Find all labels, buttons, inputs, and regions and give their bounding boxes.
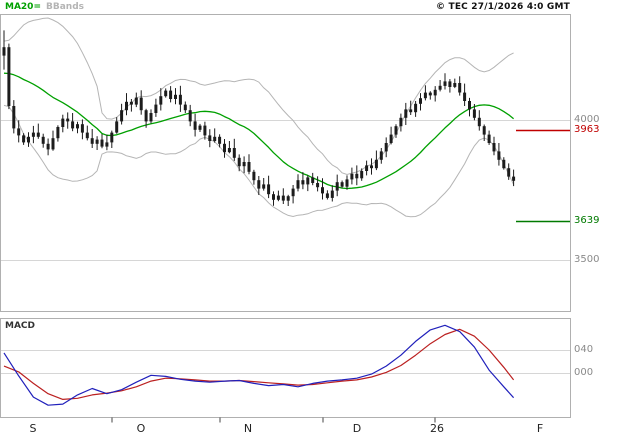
macd-line (3, 324, 515, 406)
chart-header: MA20= BBands © TEC 27/1/2026 4:0 GMT (5, 1, 570, 14)
x-axis-label: S (29, 422, 37, 435)
level-label: 3963 (574, 124, 600, 135)
x-axis-label: 26 (430, 422, 444, 435)
price-levels (516, 129, 570, 223)
axis-ticks (111, 417, 436, 423)
bbands-legend: BBands (46, 2, 84, 12)
panel-borders (0, 14, 571, 418)
x-axis-label: F (536, 422, 544, 435)
candlesticks (2, 30, 516, 206)
price-gridline-label: 4000 (574, 114, 600, 125)
macd-gridline-label: 040 (574, 344, 594, 355)
x-axis-label: D (352, 422, 362, 435)
macd-signal-line (3, 328, 515, 400)
macd-legend: MACD (5, 321, 35, 331)
x-axis-label: O (136, 422, 146, 435)
level-label: 3639 (574, 215, 600, 226)
macd-gridline-label: 000 (574, 367, 594, 378)
ma20-line (3, 72, 515, 190)
gridlines (1, 120, 570, 374)
copyright-text: © TEC 27/1/2026 4:0 GMT (435, 2, 570, 12)
ma20-legend: MA20= (5, 2, 41, 12)
price-gridline-label: 3500 (574, 254, 600, 265)
x-axis-label: N (243, 422, 253, 435)
